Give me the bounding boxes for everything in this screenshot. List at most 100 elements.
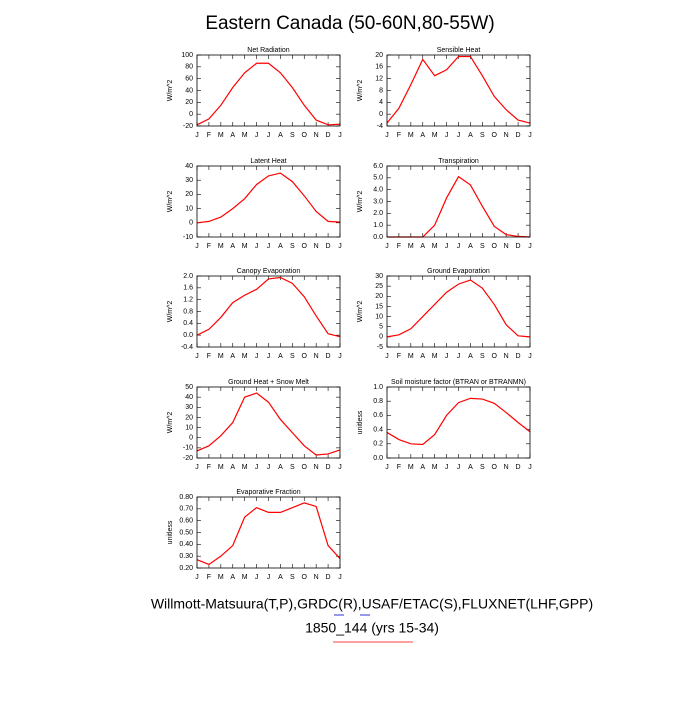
y-tick-label: 4.0 [373, 187, 383, 194]
x-tick-label: J [267, 243, 271, 250]
panel-title: Sensible Heat [437, 47, 481, 54]
panel-title: Net Radiation [247, 47, 290, 54]
x-tick-label: J [445, 464, 449, 471]
x-tick-label: J [195, 243, 199, 250]
x-tick-label: J [255, 464, 259, 471]
y-tick-label: 0.6 [373, 412, 383, 419]
x-tick-label: F [207, 353, 211, 360]
x-tick-label: J [385, 132, 389, 139]
x-tick-label: F [207, 574, 211, 581]
y-tick-label: 20 [375, 293, 383, 300]
y-tick-label: -5 [377, 344, 383, 351]
x-tick-label: D [516, 464, 521, 471]
y-tick-label: 0.4 [373, 426, 383, 433]
y-tick-label: 1.0 [373, 222, 383, 229]
panel: Transpiration W/m^2 0.0 1.0 2.0 3.0 4.0 5.0 6.0 J… [357, 158, 532, 250]
y-tick-label: 50 [185, 384, 193, 391]
x-tick-label: A [230, 132, 235, 139]
x-tick-label: N [504, 132, 509, 139]
data-line [196, 392, 341, 456]
x-tick-label: F [207, 243, 211, 250]
x-tick-label: A [278, 353, 283, 360]
x-tick-label: J [445, 243, 449, 250]
panel-title: Transpiration [438, 158, 479, 165]
x-tick-label: J [195, 132, 199, 139]
y-tick-label: 0.50 [179, 529, 193, 536]
x-tick-label: M [408, 132, 414, 139]
y-tick-label: -10 [183, 234, 193, 241]
x-tick-label: A [278, 574, 283, 581]
y-tick-label: 1.6 [183, 285, 193, 292]
y-tick-label: 6.0 [373, 163, 383, 170]
y-tick-label: 10 [185, 205, 193, 212]
x-tick-label: J [195, 464, 199, 471]
y-tick-label: 60 [185, 76, 193, 83]
y-axis-label: W/m^2 [167, 301, 174, 323]
x-tick-label: M [242, 464, 248, 471]
y-tick-label: 1.0 [373, 384, 383, 391]
data-line [386, 397, 531, 446]
x-tick-label: M [432, 243, 438, 250]
x-tick-label: A [278, 464, 283, 471]
x-tick-label: N [504, 243, 509, 250]
x-tick-label: M [408, 243, 414, 250]
y-tick-label: 3.0 [373, 198, 383, 205]
x-tick-label: J [338, 132, 342, 139]
y-tick-label: 20 [185, 99, 193, 106]
panel: Ground Heat + Snow Melt W/m^2 -20 -10 0 10 20 3… [167, 379, 342, 471]
y-axis-label: W/m^2 [167, 191, 174, 213]
y-tick-label: -20 [183, 123, 193, 130]
y-tick-label: 100 [181, 52, 193, 59]
x-tick-label: N [504, 464, 509, 471]
x-tick-label: M [242, 132, 248, 139]
plot-frame [386, 165, 531, 238]
x-tick-label: J [528, 353, 532, 360]
panel: Canopy Evaporation W/m^2 -0.4 0.0 0.4 0.8 1.2 1… [167, 268, 342, 360]
x-tick-label: A [420, 464, 425, 471]
x-tick-label: D [326, 353, 331, 360]
panel-title: Evaporative Fraction [236, 489, 300, 496]
y-tick-label: 0.8 [183, 308, 193, 315]
x-tick-label: J [457, 464, 461, 471]
x-tick-label: D [516, 132, 521, 139]
y-axis-label: W/m^2 [357, 80, 364, 102]
y-tick-label: 30 [185, 177, 193, 184]
plot-frame [196, 386, 341, 459]
x-tick-label: A [230, 243, 235, 250]
x-tick-label: J [338, 574, 342, 581]
x-tick-label: S [480, 464, 485, 471]
y-tick-label: 0 [189, 435, 193, 442]
x-tick-label: A [230, 464, 235, 471]
x-tick-label: S [290, 574, 295, 581]
y-tick-label: 0 [189, 111, 193, 118]
data-line [196, 172, 341, 224]
x-tick-label: J [338, 353, 342, 360]
page-title: Eastern Canada (50-60N,80-55W) [205, 13, 494, 34]
y-tick-label: 80 [185, 64, 193, 71]
y-tick-label: 30 [185, 404, 193, 411]
y-tick-label: 0.30 [179, 553, 193, 560]
x-tick-label: A [468, 464, 473, 471]
y-tick-label: 0.4 [183, 320, 193, 327]
x-tick-label: O [302, 464, 308, 471]
plot-frame [386, 386, 531, 459]
y-tick-label: 20 [185, 191, 193, 198]
panel-title: Ground Heat + Snow Melt [228, 379, 309, 386]
x-tick-label: M [218, 574, 224, 581]
y-tick-label: 8 [379, 87, 383, 94]
x-tick-label: S [290, 132, 295, 139]
x-tick-label: O [492, 464, 498, 471]
x-tick-label: O [492, 353, 498, 360]
y-tick-label: 1.2 [183, 297, 193, 304]
y-tick-label: 40 [185, 394, 193, 401]
x-tick-label: J [195, 353, 199, 360]
x-tick-label: N [314, 243, 319, 250]
x-tick-label: A [420, 132, 425, 139]
data-line [387, 175, 531, 238]
x-tick-label: J [528, 464, 532, 471]
x-tick-label: M [432, 132, 438, 139]
